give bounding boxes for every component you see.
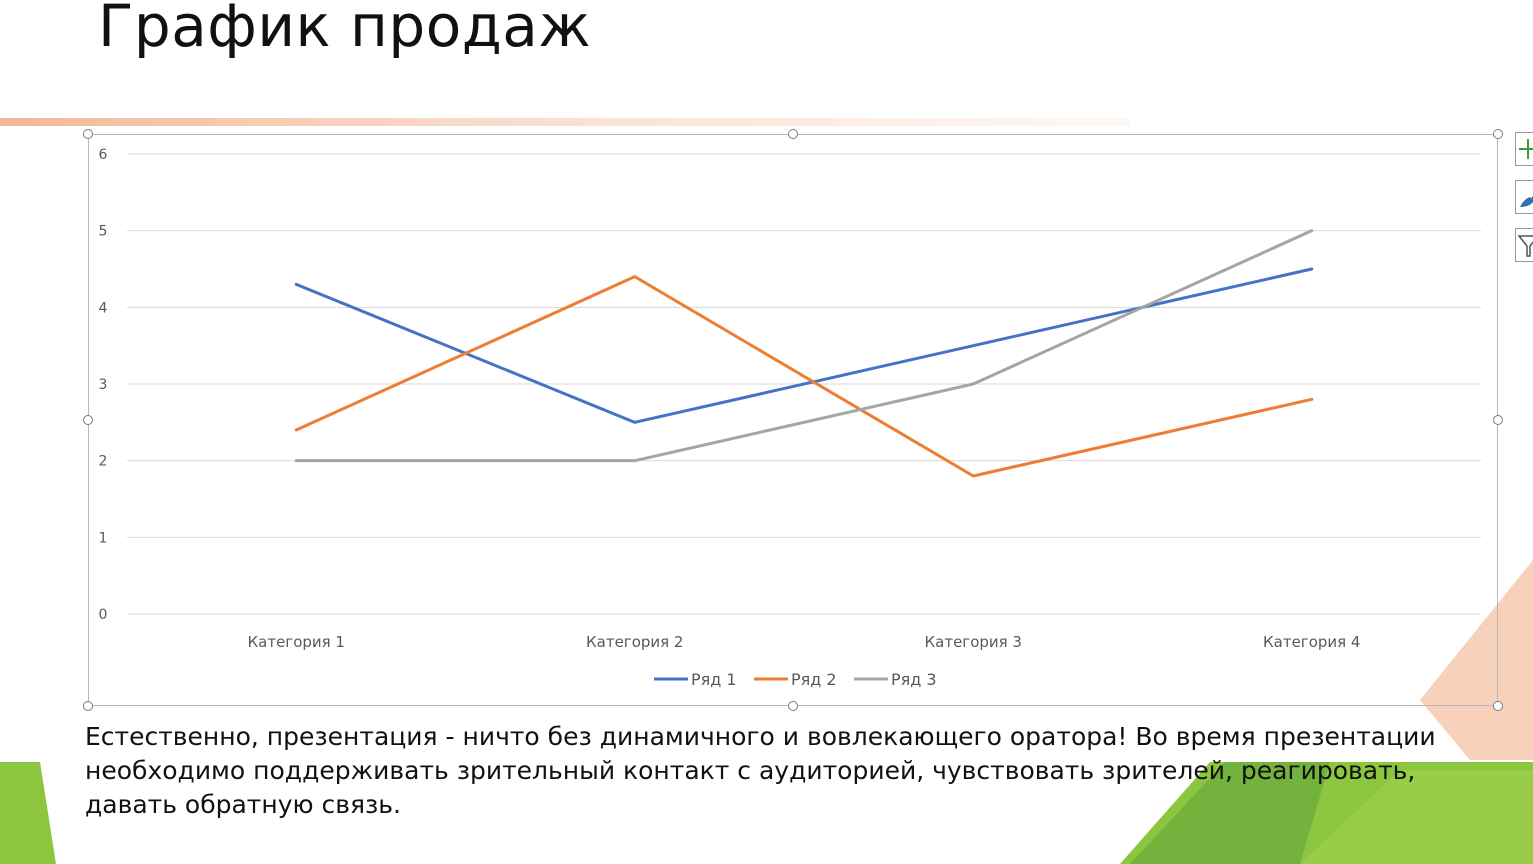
resize-handle-bottom-right[interactable] xyxy=(1493,701,1503,711)
slide-title: График продаж xyxy=(98,0,592,60)
brush-icon xyxy=(1520,195,1533,207)
y-tick-label: 6 xyxy=(99,147,108,163)
title-underline xyxy=(0,118,1130,126)
peach-corner-shape xyxy=(1420,560,1533,760)
slide-body-text: Естественно, презентация - ничто без дин… xyxy=(85,722,1436,819)
y-tick-label: 3 xyxy=(99,377,108,393)
y-tick-label: 5 xyxy=(99,224,108,240)
series-line-2 xyxy=(294,275,1314,478)
filter-icon xyxy=(1517,235,1533,257)
resize-handle-bottom-center[interactable] xyxy=(788,701,798,711)
chart-elements-button[interactable] xyxy=(1515,132,1533,166)
green-left-shape xyxy=(0,762,56,864)
resize-handle-top-center[interactable] xyxy=(788,129,798,139)
resize-handle-middle-left[interactable] xyxy=(83,415,93,425)
green-dark-shape xyxy=(1130,762,1330,864)
y-tick-label: 2 xyxy=(99,454,108,470)
legend-label: Ряд 2 xyxy=(791,670,837,689)
green-light-shape xyxy=(1300,770,1533,864)
chart-filters-button[interactable] xyxy=(1515,228,1533,262)
x-tick-label: Категория 1 xyxy=(248,633,345,651)
resize-handle-middle-right[interactable] xyxy=(1493,415,1503,425)
legend-label: Ряд 1 xyxy=(691,670,737,689)
resize-handle-top-right[interactable] xyxy=(1493,129,1503,139)
y-tick-label: 1 xyxy=(99,530,108,546)
line-chart: 0 1 2 3 4 5 6 Категория 1 Категория 2 Категория 3… xyxy=(99,147,1481,689)
chart-frame[interactable]: 0 1 2 3 4 5 6 Категория 1 Категория 2 Категория 3… xyxy=(88,134,1498,706)
y-tick-label: 0 xyxy=(99,607,108,623)
x-tick-label: Категория 3 xyxy=(925,633,1022,651)
series-line-3 xyxy=(294,229,1314,463)
series-line-1 xyxy=(294,267,1314,424)
x-tick-label: Категория 2 xyxy=(586,633,683,651)
resize-handle-top-left[interactable] xyxy=(83,129,93,139)
x-tick-label: Категория 4 xyxy=(1263,633,1360,651)
resize-handle-bottom-left[interactable] xyxy=(83,701,93,711)
plus-icon xyxy=(1519,139,1533,159)
chart-styles-button[interactable] xyxy=(1515,180,1533,214)
legend-label: Ряд 3 xyxy=(891,670,937,689)
y-tick-label: 4 xyxy=(99,300,108,316)
